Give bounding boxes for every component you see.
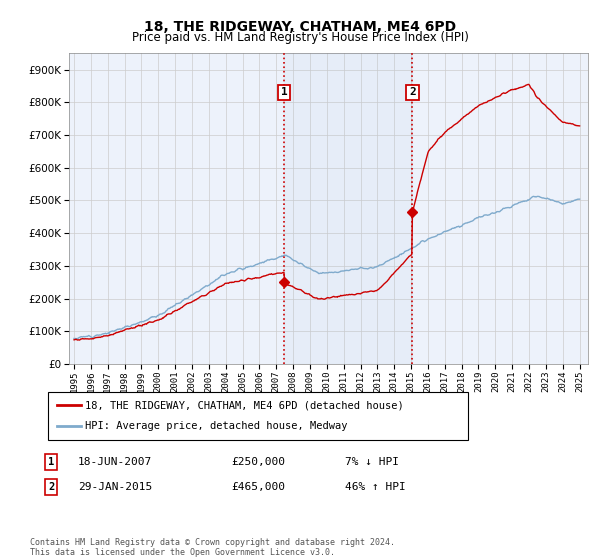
Text: HPI: Average price, detached house, Medway: HPI: Average price, detached house, Medw… bbox=[85, 421, 348, 431]
Text: £250,000: £250,000 bbox=[231, 457, 285, 467]
Text: 1: 1 bbox=[48, 457, 54, 467]
Text: Price paid vs. HM Land Registry's House Price Index (HPI): Price paid vs. HM Land Registry's House … bbox=[131, 31, 469, 44]
Text: 18-JUN-2007: 18-JUN-2007 bbox=[78, 457, 152, 467]
Text: 7% ↓ HPI: 7% ↓ HPI bbox=[345, 457, 399, 467]
Bar bbox=[284, 53, 412, 364]
Text: 18, THE RIDGEWAY, CHATHAM, ME4 6PD: 18, THE RIDGEWAY, CHATHAM, ME4 6PD bbox=[144, 20, 456, 34]
Text: 46% ↑ HPI: 46% ↑ HPI bbox=[345, 482, 406, 492]
Text: Contains HM Land Registry data © Crown copyright and database right 2024.
This d: Contains HM Land Registry data © Crown c… bbox=[30, 538, 395, 557]
Text: 2: 2 bbox=[48, 482, 54, 492]
Text: 2: 2 bbox=[409, 87, 416, 97]
Text: 29-JAN-2015: 29-JAN-2015 bbox=[78, 482, 152, 492]
Text: 18, THE RIDGEWAY, CHATHAM, ME4 6PD (detached house): 18, THE RIDGEWAY, CHATHAM, ME4 6PD (deta… bbox=[85, 400, 404, 410]
Text: £465,000: £465,000 bbox=[231, 482, 285, 492]
Text: 1: 1 bbox=[281, 87, 287, 97]
